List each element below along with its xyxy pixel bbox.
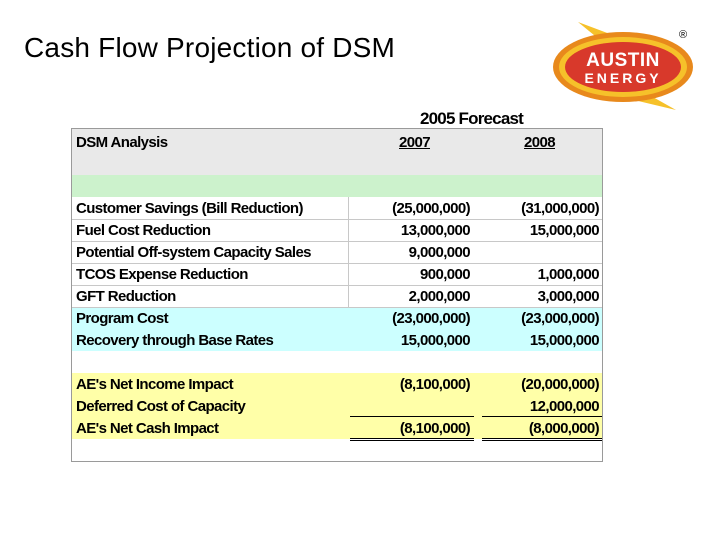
grid-column-line xyxy=(348,197,349,307)
table-row: Deferred Cost of Capacity 12,000,000 xyxy=(72,395,602,417)
row-label: Potential Off-system Capacity Sales xyxy=(76,244,312,261)
row-label: AE's Net Income Impact xyxy=(76,376,234,393)
header-band xyxy=(72,129,602,153)
value-2008: (31,000,000) xyxy=(521,200,599,217)
austin-energy-logo: AUSTIN ENERGY ® xyxy=(548,16,698,116)
logo-text-austin: AUSTIN xyxy=(586,50,660,71)
value-2007: 900,000 xyxy=(419,266,471,283)
value-2007: 15,000,000 xyxy=(400,332,471,349)
value-2008: 12,000,000 xyxy=(529,398,600,415)
value-2007: (8,100,000) xyxy=(399,420,471,437)
table-row: GFT Reduction 2,000,000 3,000,000 xyxy=(72,285,602,307)
grid-row-line xyxy=(72,285,602,286)
value-2008: (8,000,000) xyxy=(528,420,600,437)
table-row: Fuel Cost Reduction 13,000,000 15,000,00… xyxy=(72,219,602,241)
table-row: AE's Net Income Impact (8,100,000) (20,0… xyxy=(72,373,602,395)
row-label: Program Cost xyxy=(76,310,169,327)
header-col-2008: 2008 xyxy=(524,134,556,151)
green-band xyxy=(72,175,602,197)
row-label: Customer Savings (Bill Reduction) xyxy=(76,200,304,217)
value-2007: 9,000,000 xyxy=(408,244,471,261)
value-2008: 15,000,000 xyxy=(529,332,600,349)
yellow-band xyxy=(72,373,602,439)
value-2008: (23,000,000) xyxy=(521,310,599,327)
table-row: Customer Savings (Bill Reduction) (25,00… xyxy=(72,197,602,219)
table-row: Recovery through Base Rates 15,000,000 1… xyxy=(72,329,602,351)
row-label: AE's Net Cash Impact xyxy=(76,420,219,437)
registered-mark: ® xyxy=(679,29,687,41)
grid-row-line xyxy=(72,307,602,308)
table-row: Program Cost (23,000,000) (23,000,000) xyxy=(72,307,602,329)
table-row: TCOS Expense Reduction 900,000 1,000,000 xyxy=(72,263,602,285)
row-label: Fuel Cost Reduction xyxy=(76,222,211,239)
gray-band xyxy=(72,153,602,175)
grid-row-line xyxy=(72,241,602,242)
table-header-row: DSM Analysis 2007 2008 xyxy=(72,131,602,153)
value-2007: 13,000,000 xyxy=(400,222,471,239)
total-double-underline xyxy=(482,438,602,441)
value-2007: (23,000,000) xyxy=(392,310,470,327)
grid-row-line xyxy=(72,263,602,264)
value-2007: (25,000,000) xyxy=(392,200,470,217)
value-2008: 15,000,000 xyxy=(529,222,600,239)
cyan-band xyxy=(72,307,602,351)
logo-inner-ellipse xyxy=(565,42,681,92)
slide-title: Cash Flow Projection of DSM xyxy=(24,32,396,63)
table-row: Potential Off-system Capacity Sales 9,00… xyxy=(72,241,602,263)
subtotal-underline xyxy=(350,416,474,417)
logo-text-energy: ENERGY xyxy=(584,70,661,86)
dsm-analysis-table: DSM Analysis 2007 2008 Customer Savings … xyxy=(71,128,603,462)
header-label: DSM Analysis xyxy=(76,134,168,151)
table-row: AE's Net Cash Impact (8,100,000) (8,000,… xyxy=(72,417,602,439)
value-2007: 2,000,000 xyxy=(408,288,471,305)
total-double-underline xyxy=(350,438,474,441)
row-label: GFT Reduction xyxy=(76,288,176,305)
row-label: Recovery through Base Rates xyxy=(76,332,274,349)
logo-graphic: AUSTIN ENERGY ® xyxy=(553,22,693,110)
subtotal-underline xyxy=(482,416,602,417)
forecast-heading: 2005 Forecast xyxy=(420,109,524,128)
row-label: TCOS Expense Reduction xyxy=(76,266,248,283)
value-2008: (20,000,000) xyxy=(521,376,599,393)
value-2007: (8,100,000) xyxy=(399,376,471,393)
value-2008: 3,000,000 xyxy=(537,288,600,305)
grid-row-line xyxy=(72,219,602,220)
row-label: Deferred Cost of Capacity xyxy=(76,398,246,415)
header-col-2007: 2007 xyxy=(399,134,431,151)
value-2008: 1,000,000 xyxy=(537,266,600,283)
